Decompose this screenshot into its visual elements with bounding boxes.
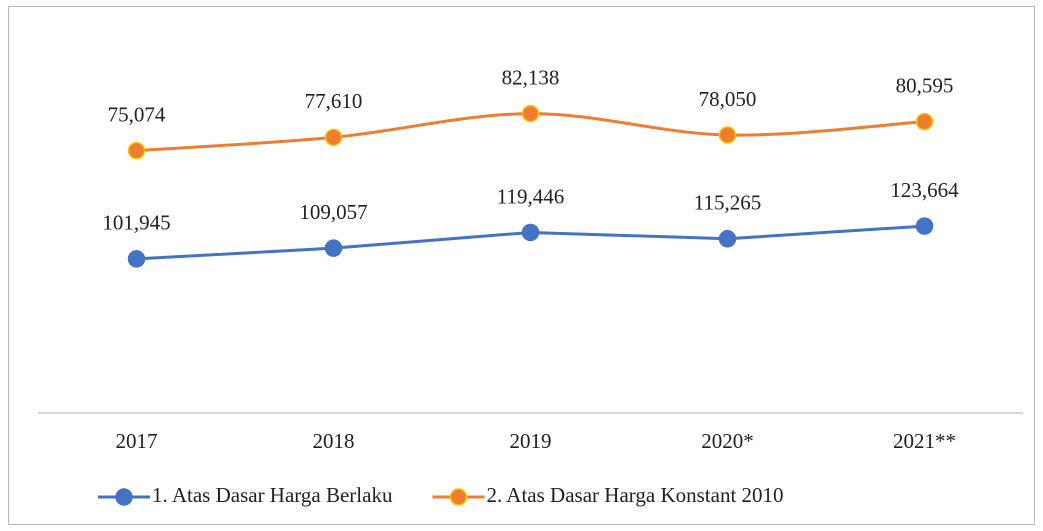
legend-marker (449, 488, 468, 506)
x-tick-label: 2019 (510, 429, 552, 453)
legend-label: 2. Atas Dasar Harga Konstant 2010 (486, 483, 783, 507)
x-tick-label: 2021** (893, 429, 956, 453)
data-point (718, 126, 737, 144)
legend-marker (115, 488, 133, 506)
data-point (915, 112, 934, 131)
data-point (127, 141, 146, 160)
x-tick-label: 2018 (313, 429, 355, 453)
x-tick-label: 2017 (116, 429, 158, 453)
data-point (521, 223, 540, 242)
data-label: 80,595 (896, 73, 954, 97)
data-point (521, 104, 540, 123)
data-label: 82,138 (502, 65, 560, 89)
data-label: 119,446 (497, 184, 564, 208)
data-label: 123,664 (890, 178, 959, 202)
data-label: 109,057 (299, 200, 367, 224)
chart-border (8, 6, 1035, 525)
data-point (324, 239, 343, 257)
data-label: 75,074 (108, 102, 166, 126)
data-point (915, 217, 934, 235)
data-label: 115,265 (694, 191, 761, 215)
legend-label: 1. Atas Dasar Harga Berlaku (152, 483, 393, 507)
x-tick-label: 2020* (701, 429, 754, 453)
data-point (324, 128, 343, 147)
data-point (127, 250, 146, 268)
data-point (718, 230, 737, 248)
data-label: 78,050 (699, 87, 757, 111)
data-label: 77,610 (305, 89, 363, 113)
data-label: 101,945 (102, 211, 170, 235)
